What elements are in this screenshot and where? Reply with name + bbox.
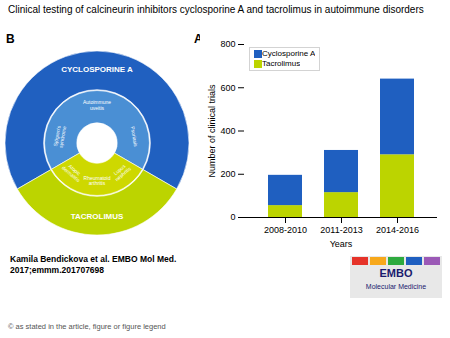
svg-text:2014-2016: 2014-2016 — [376, 225, 419, 235]
svg-text:Lupusnephritis: Lupusnephritis — [110, 161, 132, 182]
html-text:A: A — [194, 32, 203, 46]
svg-text:Sjögren'ssyndrome: Sjögren'ssyndrome — [52, 124, 67, 148]
html-text:Tacrolimus: Tacrolimus — [262, 59, 301, 68]
html-text:B: B — [6, 32, 15, 46]
svg-text:2011-2013: 2011-2013 — [320, 225, 362, 235]
svg-text:Psoriasis: Psoriasis — [130, 126, 140, 148]
svg-text:Rheumatoidarthritis: Rheumatoidarthritis — [84, 175, 111, 187]
svg-text:Atopicdermatitis: Atopicdermatitis — [61, 160, 85, 183]
svg-text:2008-2010: 2008-2010 — [264, 225, 307, 235]
html-text:Clinical testing of calcineuri: Clinical testing of calcineurin inhibito… — [8, 4, 424, 15]
html-text:EMBO: EMBO — [379, 267, 413, 279]
svg-text:200: 200 — [220, 169, 235, 179]
html-text:Molecular Medicine: Molecular Medicine — [365, 283, 427, 290]
html-text:Cyclosporine A: Cyclosporine A — [262, 49, 316, 58]
svg-text:CYCLOSPORINE A: CYCLOSPORINE A — [61, 65, 133, 74]
svg-text:800: 800 — [220, 39, 235, 49]
html-text:© as stated in the article, fi: © as stated in the article, figure or fi… — [8, 322, 166, 331]
html-text:Kamila Bendickova et al. EMBO: Kamila Bendickova et al. EMBO Mol Med. — [10, 254, 177, 264]
svg-text:400: 400 — [220, 126, 235, 136]
svg-text:TACROLIMUS: TACROLIMUS — [71, 212, 124, 221]
html-text:2017;emmm.201707698: 2017;emmm.201707698 — [10, 265, 105, 275]
svg-text:0: 0 — [230, 212, 235, 222]
svg-text:Years: Years — [330, 239, 353, 249]
svg-text:Autoimmuneuveitis: Autoimmuneuveitis — [83, 99, 111, 111]
svg-text:600: 600 — [220, 83, 235, 93]
svg-text:Number of clinical trials: Number of clinical trials — [207, 84, 217, 178]
